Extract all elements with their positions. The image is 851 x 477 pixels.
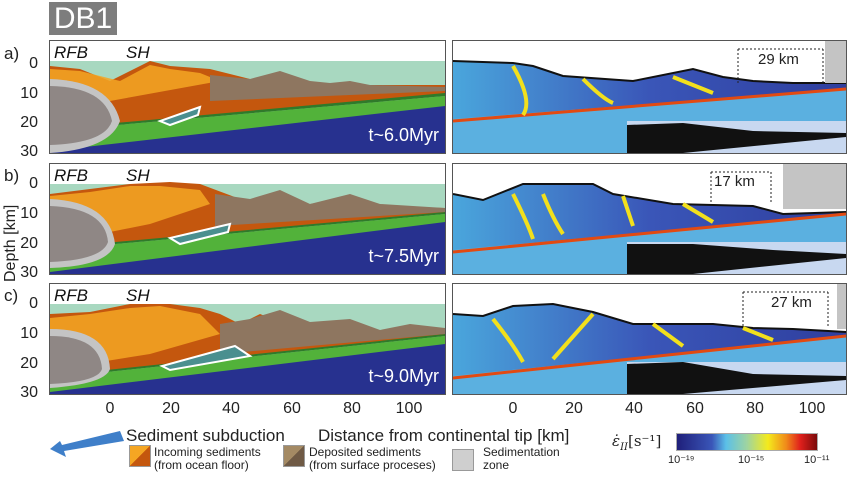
y-tick: 20 [20, 355, 38, 372]
distance-annotation: 17 km [714, 173, 755, 190]
panel-label-b: b) [4, 166, 20, 185]
composition-plot-b [50, 182, 445, 274]
x-tick: 0 [105, 400, 115, 417]
legend-deposited: Deposited sediments (from surface proces… [309, 446, 436, 472]
strain-panel-a: 29 km [452, 40, 847, 154]
y-tick: 30 [20, 264, 38, 281]
sh-label: SH [126, 286, 150, 305]
legend-text: zone [483, 458, 510, 472]
strain-rate-symbol: ε̇ [612, 432, 621, 450]
y-tick: 10 [20, 325, 38, 342]
legend-text: Incoming sediments [154, 445, 261, 459]
panel-label-c: c) [4, 286, 19, 305]
strain-plot-a [453, 41, 846, 153]
time-label: t~6.0Myr [368, 125, 439, 145]
composition-panel-c: RFB SH t~9.0Myr [49, 283, 446, 395]
y-tick: 0 [29, 175, 38, 192]
legend-sedimentation-zone: Sedimentation zone [483, 446, 560, 472]
composition-plot-c [50, 304, 445, 394]
x-tick: 0 [508, 400, 518, 417]
x-tick: 20 [565, 400, 583, 417]
colorbar [676, 433, 818, 451]
legend-text: Deposited sediments [309, 445, 422, 459]
colorbar-label: ε̇II[s⁻¹] [612, 432, 661, 453]
panel-label-a: a) [4, 44, 20, 63]
x-tick: 60 [283, 400, 301, 417]
y-tick: 30 [20, 384, 38, 401]
legend-swatch-sedimentation-zone [452, 449, 474, 471]
x-axis-label: Distance from continental tip [km] [318, 426, 570, 445]
y-tick: 20 [20, 235, 38, 252]
rfb-label: RFB [54, 166, 88, 185]
strain-panel-b: 17 km [452, 163, 847, 275]
strain-panel-c: 27 km [452, 283, 847, 395]
y-tick: 10 [20, 205, 38, 222]
composition-panel-b: RFB SH t~7.5Myr [49, 163, 446, 275]
y-tick: 0 [29, 295, 38, 312]
legend-incoming: Incoming sediments (from ocean floor) [154, 446, 261, 472]
distance-annotation: 29 km [758, 51, 799, 68]
y-tick: 20 [20, 114, 38, 131]
x-tick: 40 [625, 400, 643, 417]
figure-title: DB1 [49, 2, 117, 35]
sediment-subduction-arrow-icon [50, 431, 124, 457]
y-tick: 10 [20, 85, 38, 102]
colorbar-tick: 10⁻¹⁹ [668, 454, 695, 466]
x-tick: 100 [395, 400, 423, 417]
composition-plot-a [50, 61, 445, 153]
strain-rate-unit: [s⁻¹] [627, 432, 662, 450]
strain-rate-subscript: II [620, 442, 628, 453]
rfb-label: RFB [54, 286, 88, 305]
strain-plot-b [453, 164, 846, 274]
y-tick: 30 [20, 143, 38, 160]
colorbar-tick: 10⁻¹¹ [804, 454, 830, 466]
time-label: t~7.5Myr [368, 246, 439, 266]
x-tick: 20 [162, 400, 180, 417]
legend-arrow-label: Sediment subduction [126, 426, 285, 445]
distance-annotation: 27 km [771, 294, 812, 311]
colorbar-tick: 10⁻¹⁵ [738, 454, 765, 466]
legend-swatch-incoming [129, 445, 151, 467]
strain-plot-c [453, 284, 846, 394]
sh-label: SH [126, 166, 150, 185]
x-tick: 80 [746, 400, 764, 417]
composition-panel-a: RFB SH t~6.0Myr [49, 40, 446, 154]
y-tick: 0 [29, 55, 38, 72]
x-tick: 40 [222, 400, 240, 417]
legend-text: (from ocean floor) [154, 458, 249, 472]
x-tick: 60 [686, 400, 704, 417]
sh-label: SH [126, 43, 150, 62]
legend-text: Sedimentation [483, 445, 560, 459]
x-tick: 80 [343, 400, 361, 417]
rfb-label: RFB [54, 43, 88, 62]
x-tick: 100 [798, 400, 826, 417]
legend-text: (from surface proceses) [309, 458, 436, 472]
legend-swatch-deposited [283, 445, 305, 467]
time-label: t~9.0Myr [368, 366, 439, 386]
